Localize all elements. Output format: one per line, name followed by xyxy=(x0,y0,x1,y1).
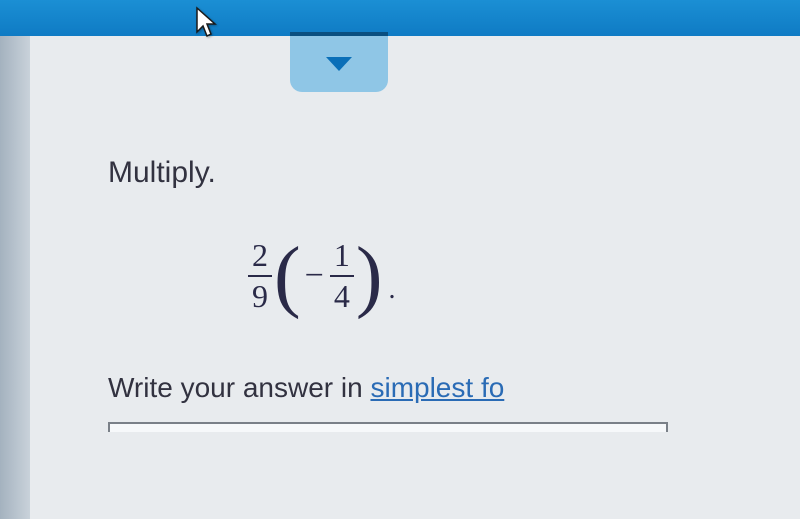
numerator: 2 xyxy=(248,238,272,275)
denominator: 9 xyxy=(248,277,272,314)
answer-prompt-prefix: Write your answer in xyxy=(108,372,370,403)
expression-period: . xyxy=(388,274,395,306)
question-content: Multiply. 2 9 ( − 1 4 ) . Write your ans… xyxy=(0,36,800,432)
answer-input[interactable] xyxy=(108,422,668,432)
denominator: 4 xyxy=(330,277,354,314)
numerator: 1 xyxy=(330,238,354,275)
dropdown-tab[interactable] xyxy=(290,32,388,92)
minus-sign: − xyxy=(305,257,324,295)
chevron-down-icon xyxy=(326,57,352,71)
instruction-text: Multiply. xyxy=(108,156,800,190)
top-bar xyxy=(0,0,800,36)
answer-prompt: Write your answer in simplest fo xyxy=(108,372,800,404)
right-paren: ) xyxy=(354,240,385,312)
math-expression: 2 9 ( − 1 4 ) . xyxy=(248,238,800,314)
fraction-second: 1 4 xyxy=(330,238,354,314)
fraction-first: 2 9 xyxy=(248,238,272,314)
simplest-form-link[interactable]: simplest fo xyxy=(370,372,504,403)
mouse-cursor-icon xyxy=(195,6,221,45)
left-paren: ( xyxy=(272,240,303,312)
left-edge-shadow xyxy=(0,36,30,519)
